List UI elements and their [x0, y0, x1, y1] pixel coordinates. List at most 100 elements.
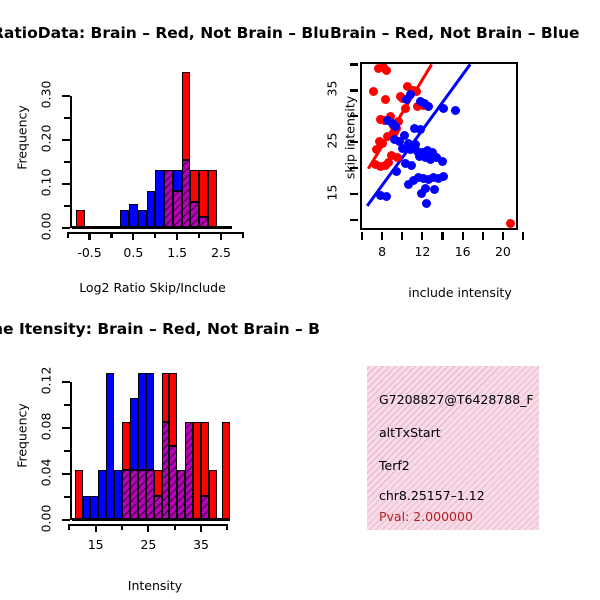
scatter-x-tick — [401, 232, 404, 240]
intensity-histogram-title: ne Itensity: Brain – Red, Not Brain – B — [0, 320, 320, 338]
info-id: G7208827@T6428788_F — [379, 392, 534, 407]
scatter-point-brain — [389, 128, 399, 138]
histogram-bar-overlap — [177, 470, 186, 520]
scatter-point-brain — [377, 138, 387, 148]
scatter-point-brain — [381, 66, 391, 76]
scatter-point-not-brain — [423, 174, 433, 184]
x-tick — [226, 524, 229, 530]
scatter-point-brain — [380, 95, 390, 105]
scatter-point-brain — [370, 160, 380, 170]
histogram-bar-overlap — [172, 190, 182, 228]
x-tick-label: 2.5 — [211, 245, 231, 260]
y-tick — [62, 139, 70, 142]
scatter-point-not-brain — [433, 174, 443, 184]
intensity-scatter-xlabel: include intensity — [408, 285, 512, 300]
scatter-point-not-brain — [429, 185, 439, 195]
scatter-point-not-brain — [420, 153, 430, 163]
scatter-point-not-brain — [421, 198, 431, 208]
scatter-point-not-brain — [413, 172, 423, 182]
scatter-x-tick — [421, 232, 424, 240]
scatter-point-not-brain — [381, 191, 391, 201]
y-axis-line — [70, 381, 73, 520]
scatter-point-not-brain — [401, 95, 411, 105]
x-tick — [94, 524, 97, 532]
histogram-bar-brain — [208, 470, 217, 520]
x-tick-label: 1.5 — [167, 245, 188, 260]
histogram-bar-overlap — [153, 495, 162, 520]
y-tick-label: 0.04 — [38, 458, 54, 487]
bar-baseline — [72, 226, 232, 229]
scatter-point-not-brain — [410, 140, 420, 150]
histogram-bar-overlap — [164, 170, 173, 228]
scatter-x-tick-label: 16 — [454, 244, 471, 259]
histogram-bar-overlap — [169, 446, 178, 520]
histogram-bar-overlap — [185, 422, 194, 520]
x-tick — [132, 232, 135, 240]
scatter-point-not-brain — [408, 175, 418, 185]
y-tick-label: 0.30 — [38, 80, 54, 109]
intensity-histogram-xlabel: Intensity — [127, 578, 183, 593]
scatter-x-tick — [501, 232, 504, 240]
scatter-point-not-brain — [420, 183, 430, 193]
scatter-point-not-brain — [416, 189, 426, 199]
x-tick — [120, 524, 124, 530]
scatter-point-brain — [383, 158, 393, 168]
histogram-bar-brain — [199, 170, 208, 218]
scatter-point-not-brain — [415, 124, 425, 134]
histogram-bar-not-brain — [146, 190, 156, 228]
scatter-point-brain — [506, 219, 516, 228]
scatter-point-not-brain — [431, 152, 441, 162]
y-tick-label: 0.12 — [38, 366, 54, 395]
x-tick-label: 35 — [193, 537, 209, 552]
scatter-point-brain — [400, 104, 410, 114]
histogram-bar-brain — [161, 372, 170, 423]
histogram-bar-not-brain — [98, 470, 107, 520]
x-tick — [173, 524, 176, 530]
histogram-bar-not-brain — [106, 372, 115, 520]
histogram-bar-brain — [76, 209, 86, 228]
scatter-point-brain — [386, 150, 396, 160]
info-event-type: altTxStart — [379, 425, 441, 440]
x-tick — [154, 232, 157, 238]
scatter-x-tick — [360, 232, 364, 240]
scatter-point-brain — [411, 86, 421, 96]
histogram-bar-not-brain — [155, 170, 165, 228]
y-tick-label: 0.20 — [38, 124, 54, 153]
x-tick — [68, 524, 71, 530]
scatter-x-tick — [441, 232, 444, 240]
histogram-bar-overlap — [122, 470, 130, 520]
scatter-y-tick — [350, 115, 358, 118]
y-axis-line — [70, 96, 73, 228]
scatter-point-not-brain — [405, 145, 415, 155]
histogram-bar-brain — [169, 372, 178, 447]
y-tick — [64, 449, 70, 452]
histogram-bar-brain — [122, 422, 130, 471]
intensity-histogram-ylabel: Frequency — [14, 403, 30, 468]
scatter-x-tick — [481, 232, 484, 240]
histogram-bar-brain — [153, 470, 162, 496]
scatter-x-tick — [461, 232, 464, 240]
scatter-point-not-brain — [418, 173, 428, 183]
scatter-y-tick — [350, 141, 358, 144]
x-tick — [88, 232, 91, 240]
scatter-point-brain — [375, 162, 385, 172]
histogram-bar-overlap — [161, 422, 170, 520]
y-tick — [64, 403, 70, 406]
histogram-bar-not-brain — [172, 170, 182, 191]
y-tick — [62, 518, 70, 522]
y-tick — [62, 472, 70, 476]
x-tick — [199, 524, 203, 532]
scatter-x-tick-label: 12 — [414, 244, 431, 259]
scatter-x-tick — [381, 232, 384, 240]
scatter-point-brain — [385, 111, 395, 121]
histogram-bar-overlap — [145, 470, 154, 520]
y-tick — [64, 117, 70, 120]
scatter-point-not-brain — [409, 124, 419, 134]
histogram-bar-brain — [190, 170, 200, 202]
scatter-point-not-brain — [399, 131, 409, 141]
histogram-bar-not-brain — [137, 210, 147, 228]
histogram-bar-overlap — [137, 470, 146, 520]
scatter-x-tick — [521, 232, 525, 240]
x-tick — [198, 232, 201, 238]
ratio-histogram-title: RatioData: Brain – Red, Not Brain – Blu — [0, 24, 330, 42]
